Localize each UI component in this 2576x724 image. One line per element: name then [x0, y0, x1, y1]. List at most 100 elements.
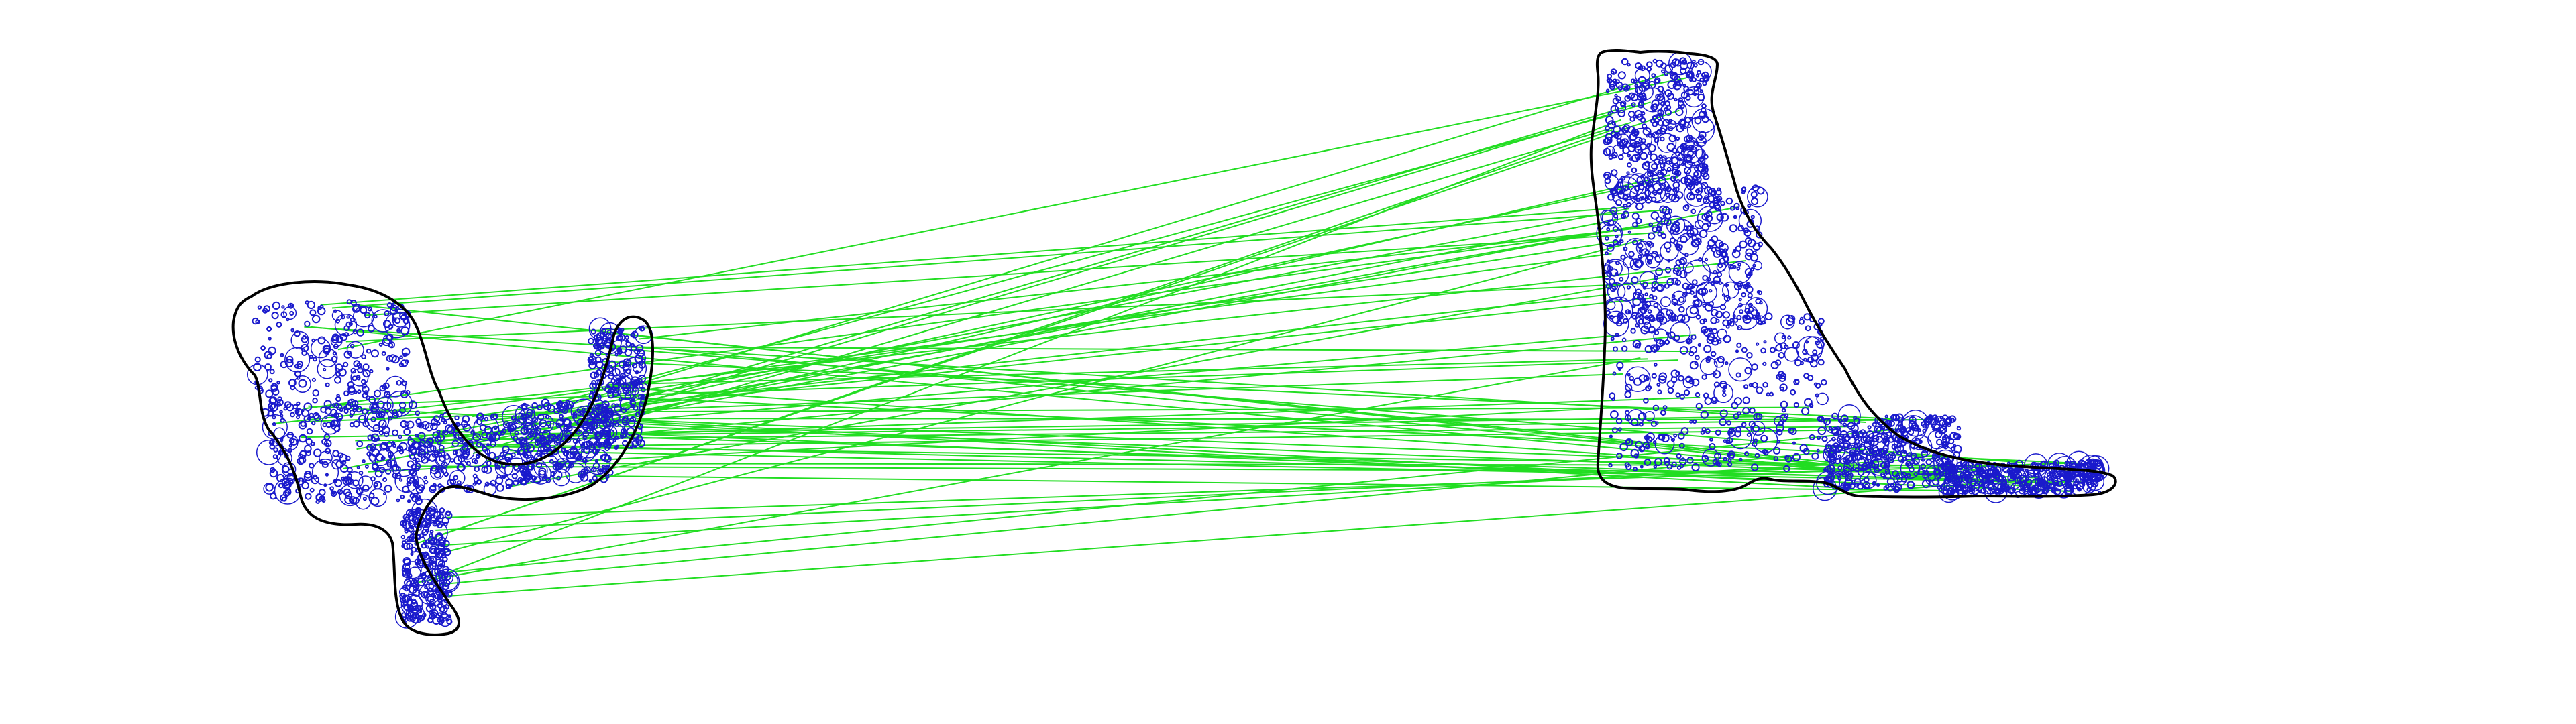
keypoint: [637, 439, 645, 448]
keypoint: [1962, 473, 1968, 479]
keypoint: [417, 484, 425, 491]
keypoint: [482, 446, 488, 452]
keypoint: [428, 556, 437, 565]
keypoint: [282, 481, 290, 490]
keypoint: [1652, 295, 1658, 301]
keypoint: [1668, 134, 1677, 143]
keypoint: [406, 536, 413, 542]
keypoint: [1664, 71, 1669, 76]
keypoint: [1684, 160, 1693, 169]
keypoint: [1952, 479, 1958, 485]
match-line: [639, 225, 1654, 340]
keypoint: [384, 312, 411, 339]
keypoint: [1850, 453, 1858, 461]
keypoint: [1682, 292, 1688, 298]
keypoint: [1883, 485, 1888, 491]
keypoint: [383, 431, 390, 438]
keypoint: [331, 459, 342, 470]
keypoint: [1644, 410, 1655, 422]
keypoint: [400, 495, 405, 499]
keypoint: [531, 456, 535, 461]
keypoint: [1703, 196, 1710, 204]
keypoint: [437, 572, 443, 578]
keypoint: [272, 301, 280, 310]
keypoint: [339, 453, 348, 463]
keypoint: [350, 343, 355, 349]
keypoint: [1667, 80, 1676, 90]
keypoint: [1671, 290, 1687, 306]
keypoint: [1669, 71, 1674, 76]
keypoint: [1978, 475, 1986, 481]
keypoint: [341, 476, 346, 481]
keypoint: [357, 389, 362, 394]
keypoint: [323, 345, 331, 354]
keypoint: [593, 334, 602, 342]
keypoint: [1880, 472, 1886, 478]
keypoint: [1631, 102, 1636, 107]
keypoint: [1690, 208, 1696, 215]
keypoint: [1902, 410, 1929, 437]
keypoint: [1692, 175, 1699, 182]
keypoint: [1625, 366, 1651, 392]
keypoint: [1664, 283, 1670, 289]
keypoint: [1619, 314, 1624, 320]
keypoint: [453, 475, 459, 481]
keypoint: [606, 432, 612, 438]
keypoint: [1744, 308, 1751, 314]
keypoint: [1910, 459, 1915, 465]
keypoint: [588, 422, 598, 430]
keypoint: [1723, 385, 1727, 390]
keypoint: [1640, 298, 1646, 304]
keypoint: [1725, 283, 1729, 287]
keypoint: [494, 459, 514, 477]
keypoint: [1630, 328, 1636, 334]
keypoint: [425, 522, 431, 528]
keypoint: [392, 429, 399, 436]
keypoint: [589, 382, 597, 390]
keypoint: [396, 328, 401, 333]
keypoint: [1750, 191, 1758, 198]
keypoint: [1722, 392, 1727, 397]
keypoint: [333, 425, 341, 432]
keypoint: [385, 393, 391, 399]
keypoint: [443, 579, 451, 587]
keypoint: [1884, 461, 1891, 467]
keypoint: [352, 305, 360, 313]
keypoint: [362, 484, 370, 492]
keypoint: [1751, 363, 1758, 371]
keypoint: [1734, 430, 1742, 438]
keypoint: [312, 389, 319, 397]
keypoint: [1735, 245, 1742, 253]
keypoint: [1754, 438, 1758, 443]
keypoint: [385, 468, 392, 475]
keypoint: [1809, 434, 1815, 440]
keypoint: [2073, 480, 2080, 487]
keypoint: [290, 412, 295, 418]
keypoint: [1799, 316, 1804, 321]
keypoint: [1690, 225, 1695, 229]
keypoint: [396, 410, 403, 418]
keypoint: [1896, 450, 1902, 455]
keypoint: [444, 454, 450, 460]
keypoint: [1620, 254, 1626, 260]
keypoint: [590, 328, 596, 335]
keypoint: [501, 428, 507, 434]
keypoint: [633, 444, 637, 449]
match-lines: [272, 72, 2092, 597]
keypoint: [374, 389, 382, 398]
keypoint: [312, 357, 317, 362]
keypoint: [1884, 414, 1888, 418]
keypoint: [1701, 427, 1707, 432]
keypoint: [1656, 129, 1662, 135]
keypoint: [1867, 425, 1872, 430]
left-silhouette-outline: [231, 280, 654, 636]
keypoint: [1621, 58, 1629, 66]
keypoint: [366, 348, 372, 354]
keypoint: [1678, 258, 1685, 265]
keypoint: [323, 400, 332, 408]
keypoint: [1922, 424, 1927, 429]
keypoint: [1635, 217, 1642, 224]
keypoint: [1617, 109, 1625, 118]
keypoint: [1625, 84, 1631, 90]
